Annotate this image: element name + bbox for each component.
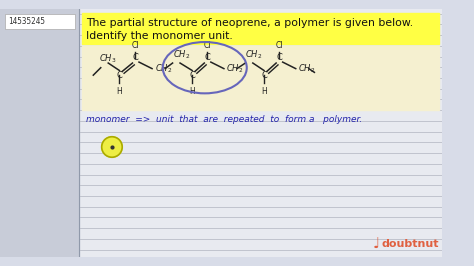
Text: C: C bbox=[189, 72, 195, 80]
Text: C: C bbox=[261, 72, 267, 80]
Text: $CH_2$: $CH_2$ bbox=[226, 63, 243, 75]
Text: C: C bbox=[276, 53, 282, 62]
Text: C: C bbox=[132, 53, 138, 62]
Text: $CH_2$: $CH_2$ bbox=[173, 49, 190, 61]
Bar bbox=[82, 46, 439, 110]
Text: Cl: Cl bbox=[203, 41, 211, 50]
Circle shape bbox=[102, 137, 122, 157]
Text: 14535245: 14535245 bbox=[9, 18, 46, 27]
Text: H: H bbox=[261, 87, 267, 96]
Text: doubtnut: doubtnut bbox=[382, 239, 439, 249]
Text: $CH_2$: $CH_2$ bbox=[298, 63, 315, 75]
Bar bbox=[0, 9, 79, 257]
Text: monomer  =>  unit  that  are  repeated  to  form a   polymer.: monomer => unit that are repeated to for… bbox=[86, 114, 362, 123]
Bar bbox=[79, 9, 442, 257]
Bar bbox=[5, 14, 74, 30]
Text: $CH_3$: $CH_3$ bbox=[99, 52, 116, 65]
Text: Cl: Cl bbox=[275, 41, 283, 50]
Text: H: H bbox=[189, 87, 195, 96]
Text: $CH_2$: $CH_2$ bbox=[155, 63, 172, 75]
Text: Identify the monomer unit.: Identify the monomer unit. bbox=[86, 31, 233, 41]
Bar bbox=[82, 13, 439, 44]
Text: C: C bbox=[204, 53, 210, 62]
Text: H: H bbox=[117, 87, 122, 96]
Text: ♩: ♩ bbox=[373, 236, 381, 252]
Text: $CH_2$: $CH_2$ bbox=[246, 49, 263, 61]
Text: C: C bbox=[117, 72, 122, 80]
Text: Cl: Cl bbox=[131, 41, 139, 50]
Text: The partial structure of neoprene, a polymer is given below.: The partial structure of neoprene, a pol… bbox=[86, 18, 413, 28]
